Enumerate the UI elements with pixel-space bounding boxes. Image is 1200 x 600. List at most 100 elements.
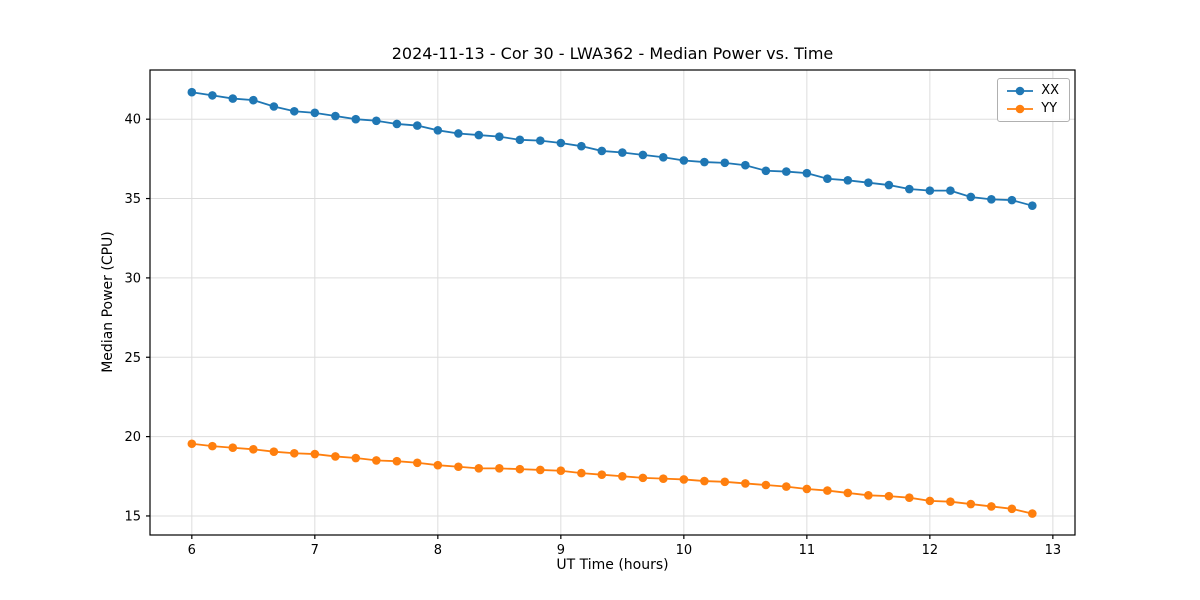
series-marker-YY <box>249 445 258 454</box>
series-marker-YY <box>618 471 627 481</box>
series-marker-XX <box>228 94 238 103</box>
series-marker-XX <box>433 126 443 135</box>
legend-item-XX: XX <box>1006 84 1059 98</box>
legend-item-YY: YY <box>1006 102 1059 116</box>
series-marker-XX <box>802 168 812 178</box>
series-marker-XX <box>864 178 873 187</box>
series-marker-XX <box>946 186 955 195</box>
series-marker-XX <box>679 156 689 165</box>
series-marker-XX <box>761 166 771 176</box>
series-marker-XX <box>884 180 894 190</box>
series-marker-XX <box>310 108 320 118</box>
x-tick-label: 12 <box>922 543 939 558</box>
x-tick-label: 7 <box>311 543 319 558</box>
axes-frame <box>149 69 1076 536</box>
series-marker-XX <box>741 160 750 170</box>
series-marker-XX <box>474 130 484 140</box>
x-tick-label: 11 <box>799 543 816 558</box>
series-marker-XX <box>700 157 709 167</box>
series-marker-XX <box>782 167 791 176</box>
series-marker-YY <box>1007 504 1017 514</box>
y-tick-label: 25 <box>124 351 141 366</box>
series-marker-XX <box>659 152 668 162</box>
chart-title: 2024-11-13 - Cor 30 - LWA362 - Median Po… <box>391 44 834 63</box>
series-marker-YY <box>392 456 402 466</box>
series-marker-XX <box>720 158 730 168</box>
legend-item-label: XX <box>1041 83 1059 98</box>
legend-line-sample <box>1007 104 1034 114</box>
series-marker-XX <box>987 195 996 204</box>
series-marker-YY <box>761 480 771 490</box>
series-marker-YY <box>700 476 709 486</box>
series-marker-YY <box>208 441 217 451</box>
legend-item-label: YY <box>1041 101 1058 116</box>
series-marker-XX <box>372 116 381 126</box>
x-tick-label: 9 <box>557 543 565 558</box>
series-marker-YY <box>659 474 668 483</box>
series-marker-XX <box>966 192 976 202</box>
series-marker-XX <box>269 102 279 111</box>
y-tick-label: 35 <box>124 192 141 207</box>
series-marker-XX <box>1028 201 1037 210</box>
legend: XX YY <box>997 78 1070 122</box>
series-marker-YY <box>289 448 299 458</box>
series-marker-YY <box>454 462 463 472</box>
series-marker-YY <box>556 466 566 476</box>
y-tick-label: 30 <box>124 271 141 286</box>
series-marker-YY <box>310 449 320 459</box>
series-marker-XX <box>289 106 299 116</box>
series-marker-YY <box>331 452 340 461</box>
y-tick-label: 40 <box>124 113 141 128</box>
series-marker-YY <box>372 456 381 465</box>
series-marker-YY <box>741 479 750 488</box>
series-marker-YY <box>474 464 484 473</box>
series-marker-XX <box>412 121 422 130</box>
series-marker-YY <box>782 482 791 491</box>
x-tick-label: 6 <box>188 543 196 558</box>
series-marker-XX <box>495 132 504 141</box>
series-marker-YY <box>515 464 525 474</box>
series-marker-XX <box>208 91 217 100</box>
series-marker-XX <box>618 148 627 157</box>
series-marker-YY <box>577 468 586 478</box>
series-marker-YY <box>535 465 545 475</box>
series-marker-YY <box>946 497 955 506</box>
series-marker-YY <box>843 488 853 498</box>
series-marker-XX <box>535 136 545 145</box>
series-marker-YY <box>638 473 648 483</box>
series-marker-YY <box>679 475 689 484</box>
legend-line-sample <box>1007 86 1034 96</box>
series-marker-YY <box>864 491 873 500</box>
x-tick-label: 8 <box>434 543 442 558</box>
y-tick-label: 15 <box>124 509 141 524</box>
series-marker-YY <box>351 453 361 463</box>
x-tick-label: 13 <box>1045 543 1062 558</box>
series-marker-YY <box>802 484 812 494</box>
series-marker-XX <box>331 111 340 121</box>
series-marker-YY <box>905 493 914 503</box>
x-tick-label: 10 <box>676 543 693 558</box>
y-tick-label: 20 <box>124 430 141 445</box>
series-marker-XX <box>454 129 463 138</box>
series-marker-XX <box>843 175 853 185</box>
series-marker-XX <box>925 186 935 195</box>
series-marker-YY <box>987 502 996 511</box>
series-marker-YY <box>412 458 422 468</box>
series-marker-YY <box>187 439 197 449</box>
series-marker-XX <box>556 138 566 148</box>
series-marker-XX <box>392 119 402 129</box>
series-marker-XX <box>515 135 525 145</box>
series-marker-YY <box>433 460 443 470</box>
series-marker-YY <box>884 491 894 501</box>
series-marker-YY <box>823 486 832 495</box>
series-marker-YY <box>720 477 730 487</box>
series-marker-XX <box>249 95 258 105</box>
series-marker-XX <box>187 87 197 97</box>
series-marker-YY <box>269 447 279 456</box>
series-marker-YY <box>228 443 238 453</box>
series-marker-YY <box>1028 509 1037 518</box>
series-marker-XX <box>905 184 914 194</box>
series-marker-XX <box>638 150 648 160</box>
